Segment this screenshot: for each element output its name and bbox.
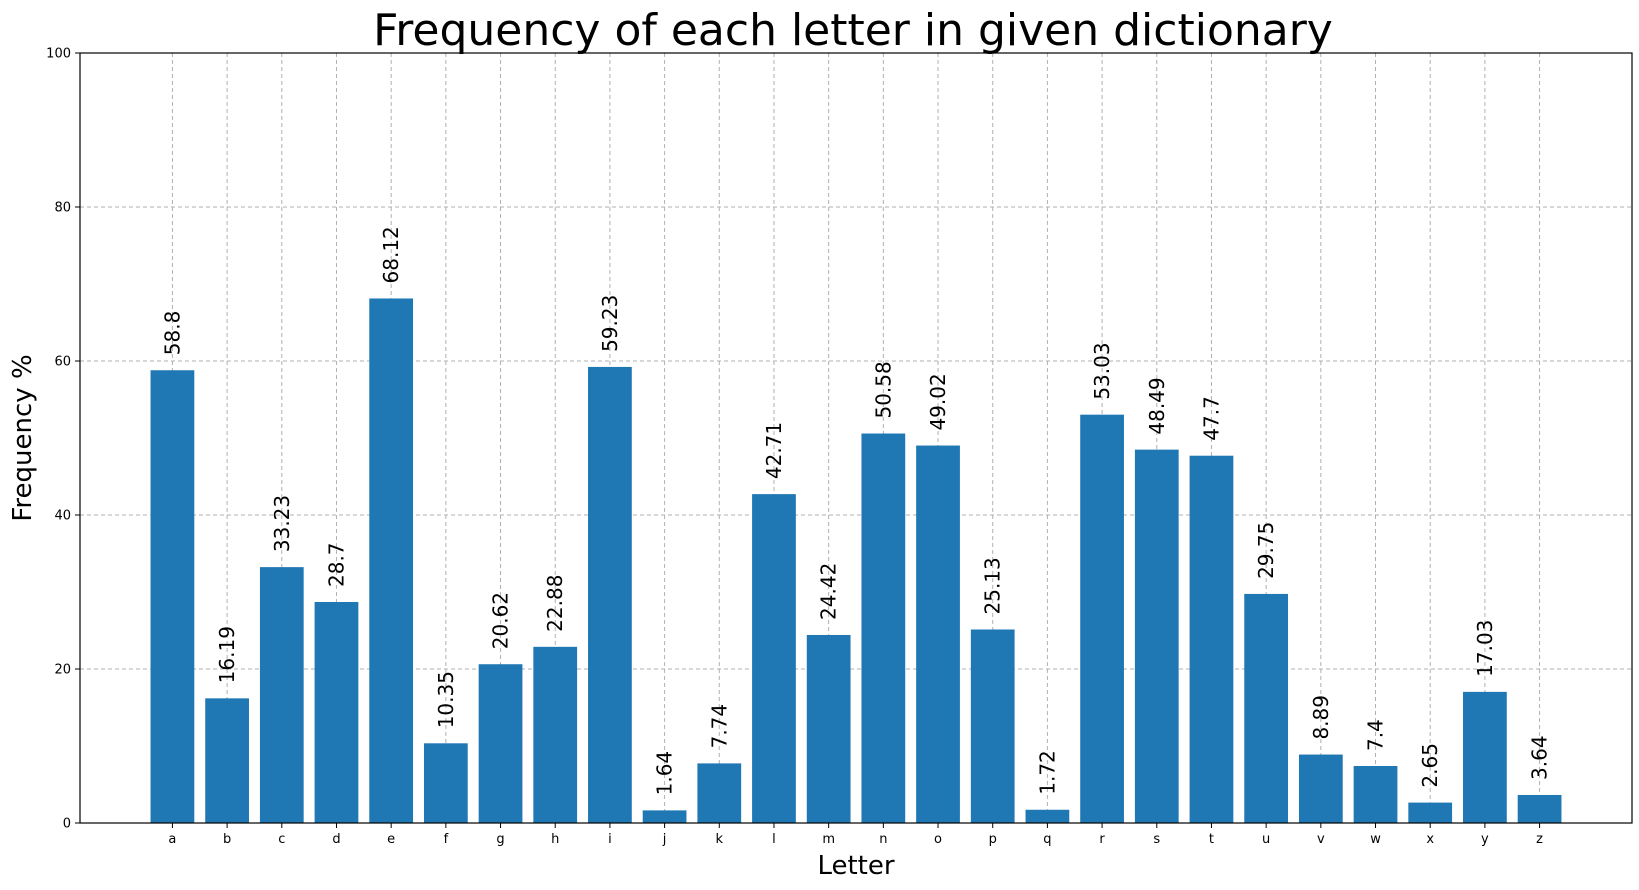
bar-f [423, 743, 468, 823]
x-tick-label-t: t [1209, 832, 1214, 847]
data-label-t: 47.7 [1199, 396, 1223, 441]
data-label-g: 20.62 [489, 592, 513, 649]
bar-q [1025, 809, 1070, 823]
data-label-x: 2.65 [1418, 743, 1442, 788]
x-tick-label-x: x [1426, 832, 1434, 847]
data-label-w: 7.4 [1364, 719, 1388, 751]
bar-n [861, 433, 906, 823]
bar-c [259, 567, 304, 823]
bar-p [970, 629, 1015, 823]
data-label-c: 33.23 [270, 495, 294, 552]
bar-z [1517, 794, 1562, 823]
bar-m [806, 634, 851, 823]
x-tick-label-e: e [387, 832, 395, 847]
bar-i [588, 366, 632, 823]
bar-s [1134, 449, 1179, 823]
data-label-a: 58.8 [160, 311, 184, 356]
y-tick-label: 0 [63, 817, 71, 832]
data-label-y: 17.03 [1473, 620, 1497, 677]
bar-r [1080, 414, 1124, 823]
data-label-z: 3.64 [1528, 735, 1552, 780]
y-tick-label: 60 [54, 355, 71, 370]
x-tick-label-v: v [1317, 832, 1325, 847]
x-tick-label-q: q [1043, 832, 1051, 847]
x-axis-label: Letter [817, 851, 894, 881]
data-label-s: 48.49 [1145, 377, 1169, 434]
data-label-h: 22.88 [543, 575, 567, 632]
bar-v [1298, 754, 1343, 823]
x-tick-label-p: p [989, 832, 997, 847]
x-tick-label-i: i [608, 832, 612, 847]
plot-frame [79, 52, 1633, 824]
data-label-q: 1.72 [1035, 750, 1059, 795]
data-label-n: 50.58 [871, 361, 895, 418]
bar-l [752, 494, 796, 823]
bar-b [205, 698, 249, 823]
bar-o [916, 445, 960, 823]
x-tick-label-b: b [223, 832, 231, 847]
x-tick-label-c: c [278, 832, 285, 847]
data-label-l: 42.71 [762, 422, 786, 479]
data-label-e: 68.12 [379, 226, 403, 283]
y-tick-label: 40 [54, 509, 71, 524]
bar-w [1353, 766, 1398, 823]
data-label-d: 28.7 [324, 542, 348, 587]
x-tick-label-g: g [496, 832, 504, 847]
y-axis-label: Frequency % [8, 354, 38, 521]
x-axis-ticks: a b c d e f g h i j k l m n o p q r s t u v w x y z [168, 823, 1543, 847]
bars [150, 298, 1562, 823]
x-tick-label-f: f [444, 832, 449, 847]
data-labels: 58.8 16.19 33.23 28.7 68.12 10.35 20.62 22.88 59… [160, 226, 1551, 795]
x-tick-label-j: j [662, 832, 667, 847]
bar-g [478, 664, 523, 823]
bar-d [314, 602, 359, 823]
bar-e [369, 298, 414, 823]
y-tick-label: 80 [54, 201, 71, 216]
x-tick-label-d: d [332, 832, 340, 847]
bar-u [1244, 593, 1289, 823]
bar-y [1463, 691, 1507, 823]
data-label-p: 25.13 [981, 557, 1005, 614]
x-tick-label-k: k [716, 832, 724, 847]
x-tick-label-m: m [822, 832, 835, 847]
bar-h [533, 646, 578, 823]
x-tick-label-n: n [879, 832, 887, 847]
x-tick-label-a: a [168, 832, 176, 847]
x-tick-label-w: w [1370, 832, 1381, 847]
bar-x [1408, 802, 1453, 823]
y-tick-label: 100 [46, 47, 71, 62]
grid [80, 52, 1632, 824]
bar-a [150, 370, 195, 823]
data-label-b: 16.19 [215, 626, 239, 683]
x-tick-label-o: o [934, 832, 942, 847]
x-tick-label-z: z [1536, 832, 1543, 847]
y-tick-label: 20 [54, 663, 71, 678]
data-label-r: 53.03 [1090, 342, 1114, 399]
x-tick-label-u: u [1262, 832, 1270, 847]
y-axis-ticks: 0 20 40 60 80 100 [46, 47, 80, 832]
bar-t [1189, 455, 1234, 823]
bar-k [697, 763, 742, 823]
data-label-j: 1.64 [653, 751, 677, 796]
bar-j [642, 810, 687, 823]
x-tick-label-s: s [1153, 832, 1160, 847]
data-label-i: 59.23 [598, 295, 622, 352]
x-tick-label-l: l [772, 832, 776, 847]
data-label-k: 7.74 [707, 704, 731, 749]
data-label-v: 8.89 [1309, 695, 1333, 740]
x-tick-label-h: h [551, 832, 559, 847]
data-label-o: 49.02 [926, 373, 950, 430]
data-label-f: 10.35 [434, 671, 458, 728]
chart-title: Frequency of each letter in given dictio… [373, 5, 1333, 56]
data-label-m: 24.42 [817, 563, 841, 620]
data-label-u: 29.75 [1254, 522, 1278, 579]
x-tick-label-r: r [1099, 832, 1105, 847]
x-tick-label-y: y [1481, 832, 1489, 847]
